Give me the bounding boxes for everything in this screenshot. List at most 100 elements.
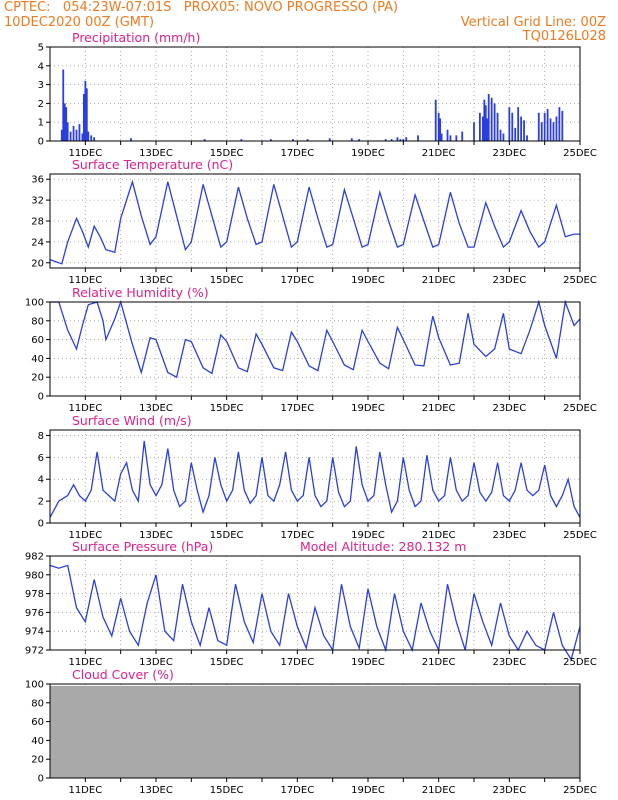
precip-bar: [399, 139, 402, 141]
pres-frame: [49, 555, 581, 651]
wind-ytick-label: 4: [38, 475, 44, 486]
cloud-cover-area: [50, 685, 580, 778]
wind-xtick-label: 15DEC: [210, 530, 244, 541]
precip-xtick-label: 13DEC: [139, 148, 173, 159]
wind-panel: 0 2 4 6 8 11DEC 13DEC 15DEC 17DEC 19DEC 21DEC 23DEC…: [38, 413, 597, 541]
precip-ytick-label: 0: [38, 137, 44, 148]
precip-bar: [484, 105, 487, 141]
cloud-xtick-label: 17DEC: [280, 785, 314, 796]
rh-frame: [49, 301, 581, 397]
precip-ytick-label: 4: [38, 61, 44, 72]
temp-ytick-label: 24: [31, 237, 44, 248]
rh-ytick-label: 60: [31, 335, 44, 346]
precip-bar: [90, 135, 93, 141]
temp-ytick-label: 32: [31, 196, 44, 207]
precip-xtick-label: 11DEC: [68, 148, 102, 159]
rh-xtick-label: 23DEC: [492, 403, 526, 414]
temp-xtick-label: 21DEC: [422, 275, 456, 286]
temp-xtick-label: 13DEC: [139, 275, 173, 286]
precip-xtick-label: 19DEC: [351, 148, 385, 159]
precip-frame: [49, 46, 581, 142]
precip-bar: [85, 88, 88, 141]
rh-ytick-label: 100: [25, 298, 44, 309]
pres-xtick-label: 13DEC: [139, 657, 173, 668]
precip-bar: [402, 139, 405, 141]
wind-ytick-label: 6: [38, 453, 44, 464]
temp-panel: 20 24 28 32 36 11DEC 13DEC 15DEC 17DEC 19DEC 21DEC…: [31, 157, 597, 286]
cloud-panel: 0 20 40 60 80 100 11DEC 13DEC 15DEC 17DEC 19DEC 21D…: [25, 667, 597, 796]
wind-xtick-label: 13DEC: [139, 530, 173, 541]
precip-bar: [63, 103, 66, 141]
wind-xtick-label: 17DEC: [280, 530, 314, 541]
precip-bar: [473, 122, 475, 141]
precip-bar: [75, 129, 78, 141]
wind-ytick-label: 2: [38, 497, 44, 508]
temp-ytick-label: 36: [31, 175, 44, 186]
rh-xtick-label: 15DEC: [210, 403, 244, 414]
pres-ytick-label: 978: [25, 589, 44, 600]
precip-xtick-label: 17DEC: [280, 148, 314, 159]
cloud-xtick-label: 13DEC: [139, 785, 173, 796]
precip-bar: [350, 138, 353, 141]
precip-bar: [487, 94, 490, 141]
rh-ytick-label: 40: [31, 354, 44, 365]
cloud-xtick-label: 19DEC: [351, 785, 385, 796]
rh-ytick-label: 0: [38, 392, 44, 403]
precip-bar: [526, 135, 528, 141]
rh-ytick-label: 80: [31, 316, 44, 327]
wind-ytick-label: 0: [38, 519, 44, 530]
cloud-xtick-label: 21DEC: [422, 785, 456, 796]
precip-bar: [440, 133, 443, 141]
precip-bar: [81, 133, 84, 141]
precip-bar: [405, 137, 408, 141]
temp-xtick-label: 15DEC: [210, 275, 244, 286]
precip-title: Precipitation (mm/h): [72, 30, 200, 45]
header-date: 10DEC2020 00Z (GMT): [4, 15, 155, 30]
precip-bar: [437, 112, 440, 141]
precip-bar: [543, 112, 546, 141]
precip-bar: [481, 116, 484, 141]
precip-bar: [84, 80, 87, 141]
pres-ytick-label: 972: [25, 646, 44, 657]
precip-bar: [499, 129, 502, 141]
pres-ytick-label: 980: [25, 570, 44, 581]
precip-bar: [561, 110, 564, 141]
rh-panel: 0 20 40 60 80 100 11DEC 13DEC 15DEC 17DEC 19DEC 21D…: [25, 285, 597, 414]
precip-bar: [502, 133, 505, 141]
precip-bar: [552, 122, 555, 141]
precip-bar: [511, 112, 514, 141]
precip-bar: [62, 69, 65, 141]
precip-bar: [358, 139, 361, 141]
wind-xtick-label: 25DEC: [563, 530, 597, 541]
pres-xtick-label: 25DEC: [563, 657, 597, 668]
precip-panel: 0 1 2 3 4 5 11DEC 13DEC 15DEC 17DEC 19DEC 21DEC 23DE…: [38, 30, 597, 159]
pres-title: Surface Pressure (hPa): [72, 539, 213, 554]
precip-xtick-label: 25DEC: [563, 148, 597, 159]
cloud-xtick-label: 11DEC: [68, 785, 102, 796]
pres-annotation: Model Altitude: 280.132 m: [300, 539, 466, 554]
temp-xtick-label: 19DEC: [351, 275, 385, 286]
pres-xtick-label: 21DEC: [422, 657, 456, 668]
precip-bar: [203, 139, 206, 141]
precip-bar: [396, 137, 399, 141]
header-line1: CPTEC: 054:23W-07:01S PROX05: NOVO PROGR…: [4, 0, 399, 15]
precip-bar: [417, 135, 419, 141]
precip-bar: [558, 107, 561, 141]
precip-bar: [549, 118, 552, 141]
precip-bar: [449, 135, 452, 141]
temp-ytick-label: 20: [31, 258, 44, 269]
cloud-xtick-label: 25DEC: [563, 785, 597, 796]
header-model-code: TQ0126L028: [522, 29, 606, 44]
precip-bar: [490, 97, 493, 141]
cloud-ytick-label: 80: [31, 698, 44, 709]
precip-bar: [537, 112, 540, 141]
cloud-title: Cloud Cover (%): [72, 667, 174, 682]
precip-bar: [269, 139, 272, 141]
precip-xtick-label: 23DEC: [492, 148, 526, 159]
wind-title: Surface Wind (m/s): [72, 413, 192, 428]
precip-bar: [60, 129, 63, 141]
precip-bar: [555, 116, 558, 141]
pres-ytick-label: 974: [25, 627, 44, 638]
temp-title: Surface Temperature (nC): [72, 157, 233, 172]
